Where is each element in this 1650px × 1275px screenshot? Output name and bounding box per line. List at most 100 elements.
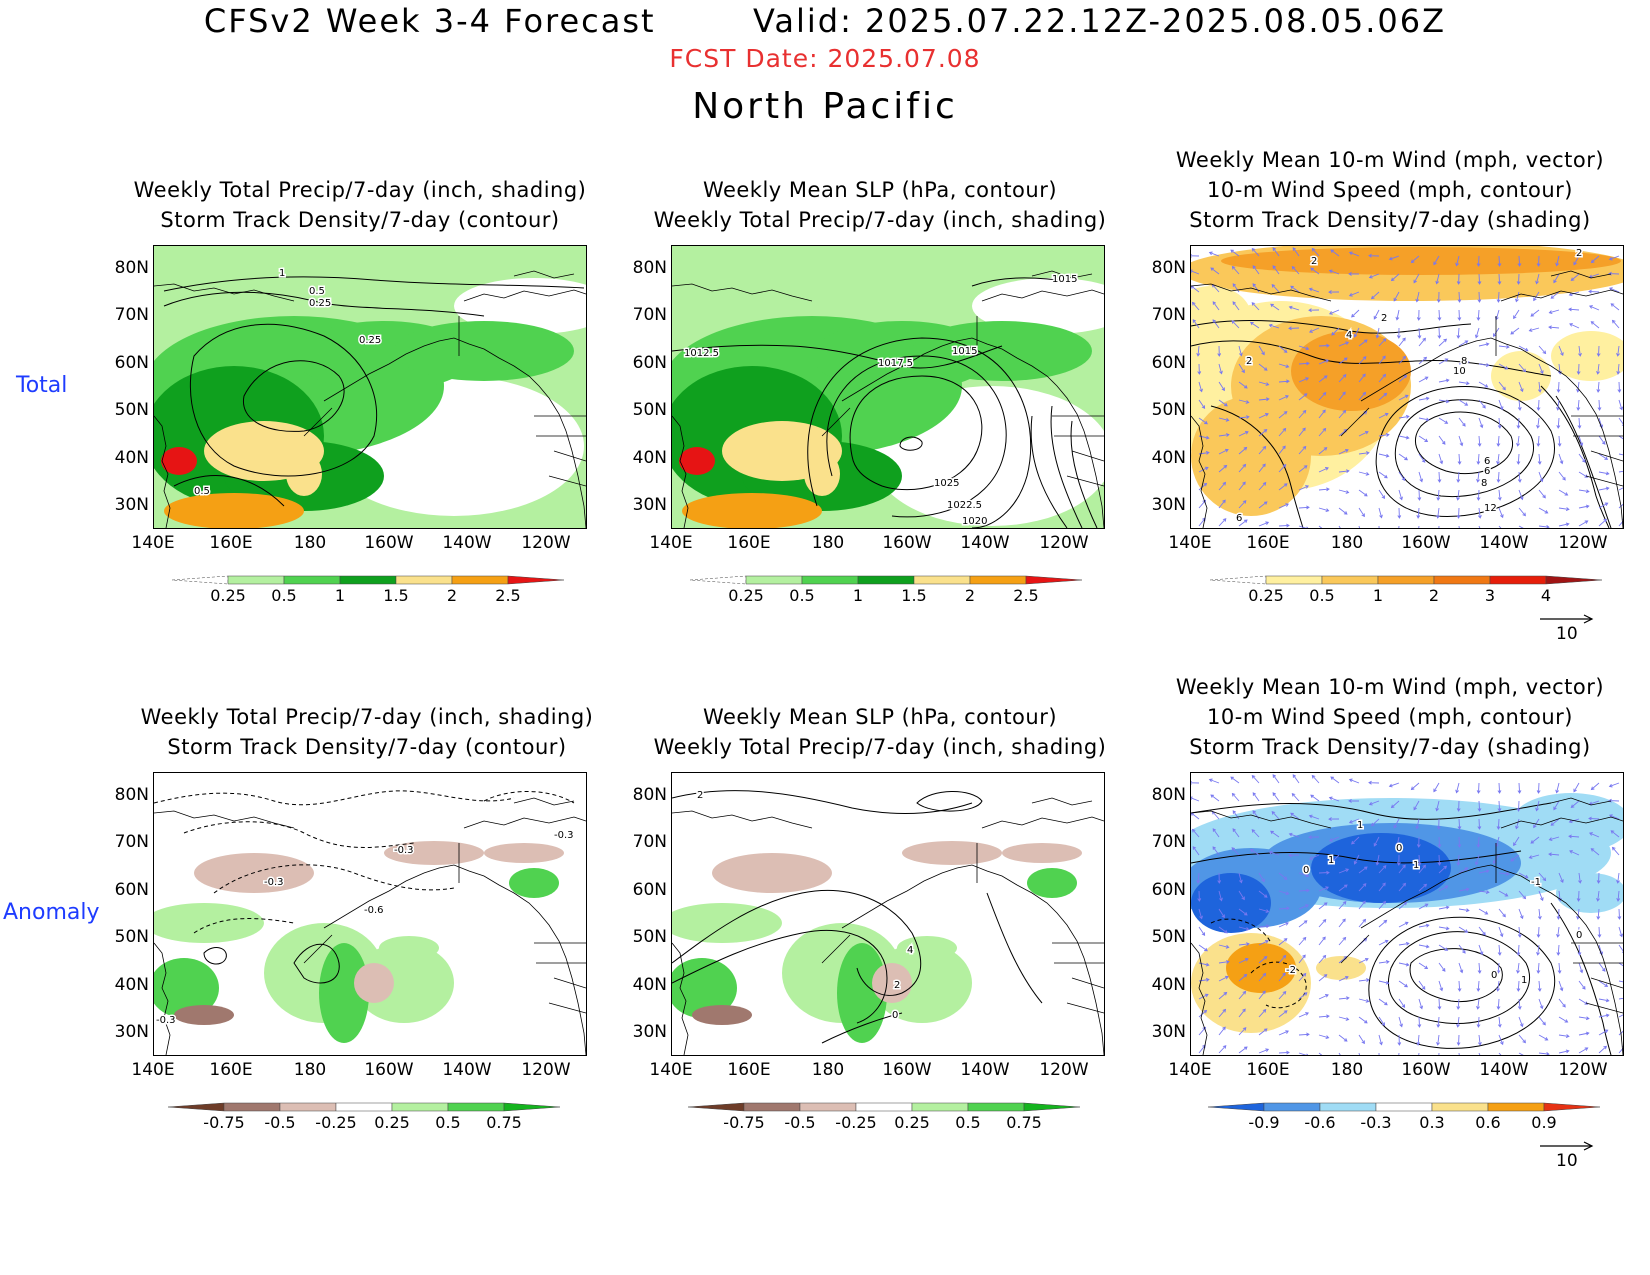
wind-vector [1358, 866, 1368, 874]
wind-vector [1478, 869, 1490, 874]
colorbar-label: -0.75 [723, 1113, 765, 1132]
wind-vector [1278, 922, 1289, 928]
wind-vector [1497, 944, 1502, 956]
wind-vector [1436, 1016, 1441, 1028]
contour-label: 6 [1484, 456, 1490, 467]
contour-line [1540, 385, 1612, 528]
lat-tick-label: 60N [632, 880, 667, 900]
wind-vector [1530, 309, 1540, 317]
wind-vector [1378, 919, 1388, 928]
wind-vector [1298, 505, 1310, 510]
colorbar-swatch [503, 1102, 561, 1112]
lat-tick-label: 40N [1151, 448, 1186, 468]
coastline [1191, 270, 1623, 528]
colorbar-label: 0.5 [789, 586, 815, 605]
colorbar-label: 0.75 [486, 1113, 522, 1132]
colorbar-swatch [1431, 1102, 1489, 1112]
wind-vector [1477, 962, 1482, 974]
wind-vector [1358, 900, 1366, 910]
contour-label: -0.3 [264, 877, 284, 888]
contour-label: -0.3 [156, 1015, 176, 1026]
wind-vector [1218, 363, 1223, 375]
wind-vector [1478, 363, 1490, 368]
wind-vector [1518, 525, 1527, 528]
wind-vector [1218, 399, 1228, 407]
wind-vector [1318, 409, 1326, 419]
wind-vector [1238, 430, 1249, 437]
dry-anomaly [484, 843, 564, 863]
wind-vector [1278, 483, 1288, 491]
colorbar-swatch [507, 575, 565, 585]
contour-line [826, 355, 1007, 518]
wind-vector [1353, 327, 1360, 338]
wind-vector [1308, 814, 1320, 820]
wind-vector [1478, 944, 1484, 956]
wind-vector [1288, 326, 1300, 331]
coastline [1191, 797, 1623, 1055]
wind-vector [1388, 255, 1400, 261]
colorbar-label: 0.5 [1309, 586, 1335, 605]
wind-vector [1418, 417, 1430, 422]
lat-tick-label: 70N [632, 832, 667, 852]
colorbar-swatch [969, 575, 1027, 585]
wind-vector [1617, 381, 1622, 393]
contour-label: 2 [1576, 248, 1582, 259]
wind-vector [1331, 854, 1340, 863]
lon-tick-label: 160E [1246, 533, 1290, 553]
colorbar-swatch [223, 1102, 281, 1112]
wind-vector [1398, 471, 1406, 482]
contour-line [203, 947, 227, 965]
wind-vector [1298, 377, 1310, 383]
wind-vector [1578, 1047, 1589, 1054]
wind-vector [1548, 309, 1560, 315]
wind-vector [1548, 325, 1560, 330]
wind-vector [1418, 376, 1429, 383]
wind-vector [1418, 525, 1420, 528]
wind-vector [1278, 990, 1287, 1000]
wind-vector [1398, 864, 1406, 874]
contour-label: -0.6 [364, 905, 384, 916]
wind-vector [1398, 921, 1409, 928]
wind-vector [1378, 412, 1389, 419]
lat-tick-label: 40N [632, 975, 667, 995]
wind-vector [1608, 255, 1620, 261]
wind-vector [1358, 471, 1370, 476]
contour-line [154, 790, 515, 806]
wind-vector [1395, 836, 1400, 848]
wind-vector [1210, 267, 1220, 275]
wind-vector [1598, 518, 1608, 527]
wind-vector [1477, 800, 1482, 812]
panel-title-slp-total: Weekly Mean SLP (hPa, contour) Weekly To… [653, 178, 1107, 232]
wind-vector [1252, 265, 1260, 275]
wind-vector [1498, 345, 1510, 349]
wind-vector [1548, 852, 1560, 857]
wind-vector [1217, 872, 1222, 884]
wind-vector [1378, 959, 1390, 964]
lon-tick-label: 140E [1168, 1060, 1212, 1080]
wind-vector [1436, 818, 1441, 830]
wind-vector [1578, 345, 1582, 357]
wind-vector [1318, 886, 1329, 892]
wind-vector [1435, 273, 1440, 285]
panel-title-slp-anom: Weekly Mean SLP (hPa, contour) Weekly To… [653, 705, 1107, 759]
wind-vector [1378, 1016, 1385, 1027]
wind-vector [1288, 832, 1300, 838]
lon-tick-label: 140W [960, 1060, 1010, 1080]
wind-vector [1238, 446, 1248, 455]
wind-vector [1515, 291, 1520, 303]
contour-label: 1025 [934, 478, 959, 489]
wind-vector [1208, 251, 1220, 257]
wind-vector [1370, 291, 1380, 300]
wind-vector [1496, 962, 1501, 974]
wind-vector [1438, 525, 1440, 528]
wind-vector [1418, 998, 1424, 1010]
lon-tick-label: 120W [1558, 1060, 1608, 1080]
wind-vector [1596, 345, 1601, 357]
wind-vector [1196, 345, 1201, 357]
contour-label: 1 [1328, 855, 1334, 866]
colorbar-label: -0.5 [784, 1113, 816, 1132]
wind-vector [1418, 435, 1429, 442]
wind-vector [1258, 363, 1268, 371]
wind-vector [1457, 836, 1462, 848]
colorbar-label: -0.5 [264, 1113, 296, 1132]
